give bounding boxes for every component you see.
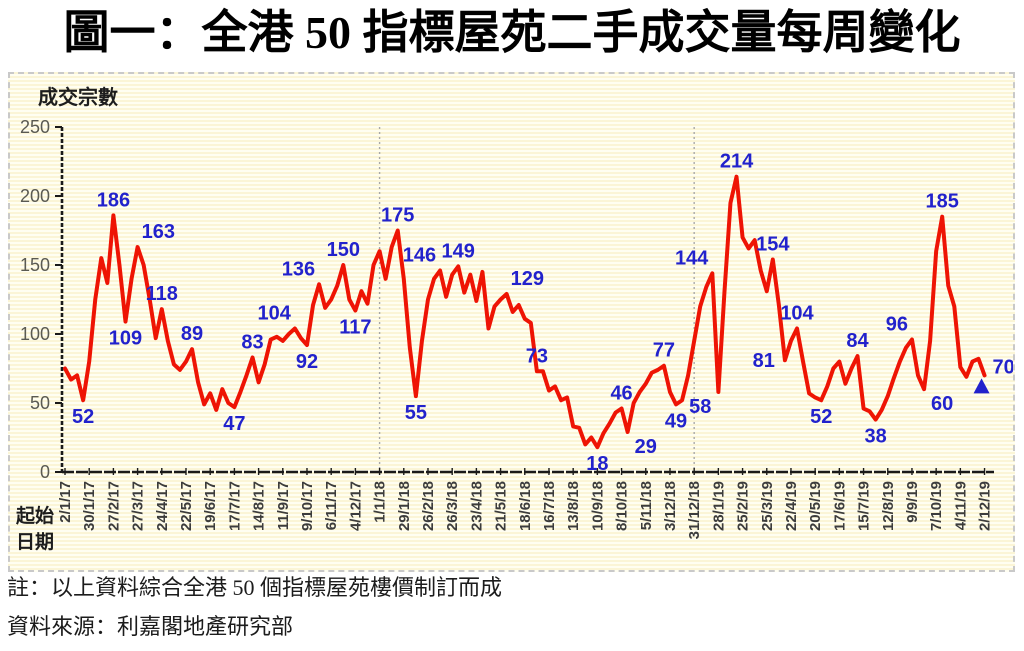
x-tick-label: 14/8/17 (251, 481, 268, 531)
chart-plot-area: 0 50 100 150 200 250 2/1/17 30/1/17 27/2/17 27/3/… (8, 72, 1015, 572)
data-label: 96 (886, 314, 908, 336)
note-line: 註：以上資料綜合全港 50 個指標屋苑樓價制訂而成 (7, 575, 503, 600)
x-tick-label: 5/11/18 (638, 481, 655, 530)
x-tick-label: 21/5/18 (493, 481, 510, 531)
x-tick-label: 25/2/19 (735, 481, 752, 531)
x-tick-label: 10/9/18 (589, 481, 606, 531)
y-axis-title: 成交宗數 (38, 85, 118, 109)
data-label: 136 (282, 258, 315, 280)
data-label: 214 (720, 151, 754, 173)
y-tick-label: 200 (20, 186, 50, 206)
x-tick-label: 27/3/17 (130, 481, 147, 531)
data-label: 84 (846, 330, 869, 352)
x-axis-title: 日期 (16, 531, 54, 553)
data-label: 118 (146, 283, 178, 305)
x-tick-label: 8/10/18 (614, 481, 631, 531)
x-tick-label: 22/4/19 (783, 481, 800, 531)
x-tick-label: 22/5/17 (178, 481, 195, 531)
x-tick-label: 29/1/18 (396, 481, 413, 531)
data-label: 92 (296, 351, 318, 373)
data-label: 149 (442, 240, 475, 262)
data-label: 129 (511, 268, 544, 290)
x-tick-label: 2/12/19 (977, 481, 994, 531)
x-tick-label: 1/1/18 (372, 481, 389, 523)
x-tick-label: 30/1/17 (81, 481, 98, 531)
data-label: 49 (665, 410, 687, 432)
data-label: 185 (926, 191, 959, 213)
footnotes: 註：以上資料綜合全港 50 個指標屋苑樓價制訂而成 資料來源：利嘉閣地產研究部 (7, 574, 502, 651)
x-tick-label: 6/11/17 (323, 481, 340, 530)
x-tick-label: 9/9/19 (904, 481, 921, 523)
data-label: 38 (865, 426, 887, 448)
x-tick-label: 20/5/19 (807, 481, 824, 531)
x-tick-label: 3/12/18 (662, 481, 679, 531)
y-tick-label: 150 (20, 255, 50, 275)
line-chart: 0 50 100 150 200 250 2/1/17 30/1/17 27/2/17 27/3/… (15, 85, 1013, 553)
x-tick-label: 9/10/17 (299, 481, 316, 531)
x-tick-label: 7/10/19 (928, 481, 945, 531)
x-tick-label: 4/12/17 (347, 481, 364, 531)
y-tick-label: 250 (20, 117, 50, 137)
data-label: 150 (327, 239, 360, 261)
data-label: 109 (109, 328, 142, 350)
x-tick-label: 27/2/17 (105, 481, 122, 531)
x-tick-label: 31/12/18 (686, 481, 703, 539)
data-label: 47 (223, 413, 245, 435)
data-label: 89 (181, 323, 203, 345)
x-tick-label: 4/11/19 (952, 481, 969, 530)
data-label: 163 (142, 221, 175, 243)
latest-point-marker-icon (973, 378, 990, 394)
x-tick-label: 23/4/18 (468, 481, 485, 531)
x-tick-label: 13/8/18 (565, 481, 582, 531)
data-label: 146 (403, 245, 436, 267)
data-label: 186 (97, 189, 130, 211)
data-label: 46 (610, 383, 632, 405)
data-label: 52 (72, 406, 94, 428)
data-label: 77 (653, 340, 675, 362)
chart-title: 圖一：全港 50 指標屋苑二手成交量每周變化 (63, 7, 961, 58)
data-label: 73 (526, 345, 548, 367)
data-label: 154 (756, 233, 790, 255)
data-label: 104 (780, 302, 814, 324)
x-tick-label: 2/1/17 (57, 481, 74, 523)
source-line: 資料來源：利嘉閣地產研究部 (7, 613, 294, 639)
data-label: 81 (753, 350, 775, 372)
data-label: 52 (810, 406, 832, 428)
x-tick-label: 17/6/19 (831, 481, 848, 531)
x-tick-label: 25/3/19 (759, 481, 776, 531)
x-tick-label: 24/4/17 (154, 481, 171, 531)
x-tick-label: 19/6/17 (202, 481, 219, 531)
data-label: 83 (241, 331, 263, 353)
data-label: 70 (993, 356, 1013, 378)
x-tick-label: 18/6/18 (517, 481, 534, 531)
data-label: 117 (339, 317, 371, 339)
data-label: 58 (689, 396, 711, 418)
x-tick-label: 17/7/17 (226, 481, 243, 531)
x-tick-label: 26/3/18 (444, 481, 461, 531)
data-label: 18 (586, 453, 608, 475)
x-tick-label: 11/9/17 (275, 481, 292, 530)
data-label: 60 (931, 393, 953, 415)
data-label: 55 (405, 402, 427, 424)
x-tick-label: 28/1/19 (710, 481, 727, 531)
x-tick-label: 16/7/18 (541, 481, 558, 531)
data-line (63, 174, 987, 450)
data-label: 104 (258, 302, 292, 324)
data-label: 144 (675, 247, 709, 269)
data-label: 175 (381, 205, 414, 227)
y-tick-label: 0 (40, 462, 50, 482)
x-tick-label: 12/8/19 (880, 481, 897, 531)
x-axis-title: 起始 (15, 504, 54, 527)
x-tick-label: 26/2/18 (420, 481, 437, 531)
y-tick-label: 100 (20, 324, 50, 344)
x-tick-label: 15/7/19 (856, 481, 873, 531)
data-label: 29 (635, 436, 657, 458)
y-tick-label: 50 (30, 393, 50, 413)
